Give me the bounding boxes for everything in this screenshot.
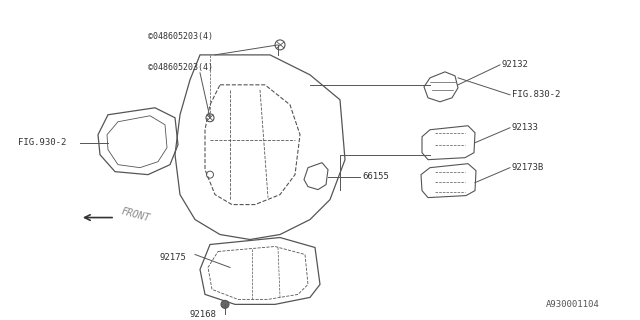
Text: 66155: 66155 (362, 172, 389, 181)
Text: A930001104: A930001104 (547, 300, 600, 309)
Text: 92133: 92133 (512, 123, 539, 132)
Text: 92168: 92168 (190, 310, 217, 319)
Text: FIG.830-2: FIG.830-2 (512, 90, 561, 99)
Text: FRONT: FRONT (120, 206, 151, 223)
Text: 92132: 92132 (502, 60, 529, 69)
Text: 92173B: 92173B (512, 163, 544, 172)
Text: ©048605203(4): ©048605203(4) (148, 63, 213, 72)
Text: ©048605203(4): ©048605203(4) (148, 32, 213, 41)
Text: 92175: 92175 (160, 253, 187, 262)
Text: FIG.930-2: FIG.930-2 (18, 138, 67, 147)
Circle shape (221, 300, 229, 308)
